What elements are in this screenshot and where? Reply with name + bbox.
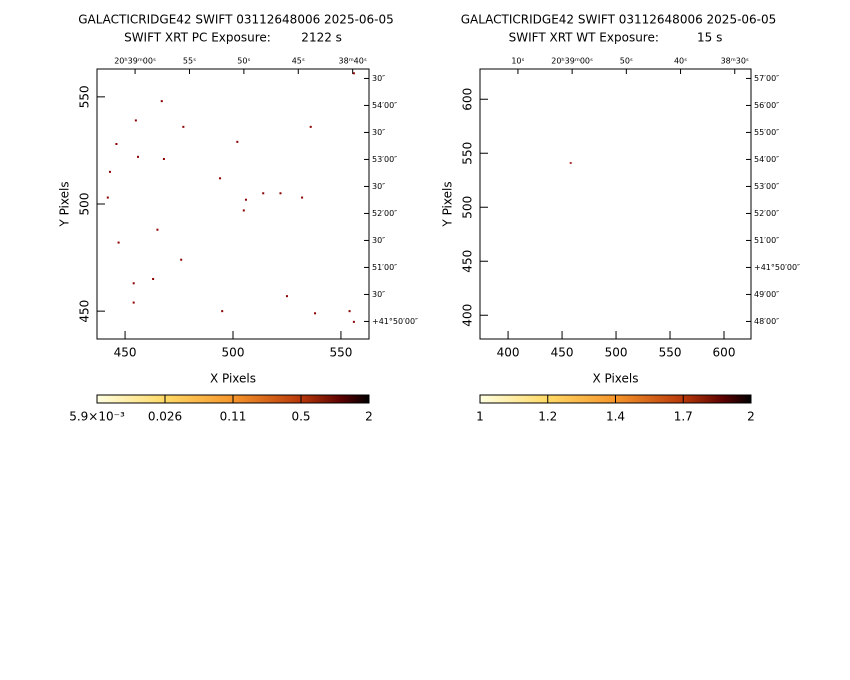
dec-label: 30″ xyxy=(372,236,385,245)
source-pixel xyxy=(152,278,155,280)
source-pixel xyxy=(285,295,288,298)
plot-title: GALACTICRIDGE42 SWIFT 03112648006 2025-0… xyxy=(461,13,777,27)
y-axis-label: Y Pixels xyxy=(441,181,455,227)
colorbar-label: 1.2 xyxy=(538,410,557,424)
plot-subtitle: SWIFT XRT WT Exposure: 15 s xyxy=(509,31,723,45)
y-tick-label: 450 xyxy=(461,250,475,273)
dec-label: 30″ xyxy=(372,74,385,83)
y-tick-label: 550 xyxy=(78,85,92,108)
source-pixel xyxy=(242,209,245,212)
x-axis-label: X Pixels xyxy=(210,372,256,386)
x-tick-label: 500 xyxy=(222,346,245,360)
ra-label: 55ˢ xyxy=(183,57,196,66)
y-tick-label: 450 xyxy=(78,300,92,323)
colorbar-label: 1 xyxy=(476,410,484,424)
dec-label: +41°50′00″ xyxy=(754,263,800,272)
source-pixel xyxy=(262,192,265,195)
source-pixel xyxy=(132,301,135,304)
source-pixel xyxy=(244,198,247,201)
source-pixel xyxy=(352,320,355,323)
y-tick-label: 400 xyxy=(461,304,475,327)
source-pixel xyxy=(301,196,304,199)
y-tick-label: 600 xyxy=(461,88,475,111)
y-tick-label: 500 xyxy=(78,193,92,216)
dec-label: +41°50′00″ xyxy=(372,317,418,326)
colorbar-label: 0.5 xyxy=(291,410,310,424)
source-pixel xyxy=(117,241,120,244)
x-tick-label: 600 xyxy=(713,346,736,360)
source-pixel xyxy=(569,161,572,164)
source-pixel xyxy=(137,155,140,158)
dec-label: 48′00″ xyxy=(754,317,779,326)
source-pixel xyxy=(279,192,282,195)
dec-label: 56′00″ xyxy=(754,101,779,110)
dec-label: 51′00″ xyxy=(372,263,397,272)
source-pixel xyxy=(180,258,183,261)
dec-label: 55′00″ xyxy=(754,128,779,137)
source-pixel xyxy=(348,310,351,313)
x-tick-label: 500 xyxy=(605,346,628,360)
dec-label: 57′00″ xyxy=(754,74,779,83)
source-pixel xyxy=(236,140,239,143)
y-tick-label: 500 xyxy=(461,196,475,219)
colorbar-label: 1.7 xyxy=(674,410,693,424)
dec-label: 52′00″ xyxy=(372,209,397,218)
x-axis-label: X Pixels xyxy=(592,372,638,386)
ra-label: 50ˢ xyxy=(237,57,250,66)
x-tick-label: 550 xyxy=(329,346,352,360)
source-pixel xyxy=(162,158,165,160)
source-pixel xyxy=(108,170,111,173)
colorbar-label: 0.026 xyxy=(148,410,182,424)
ra-label: 20ʰ39ᵐ00ˢ xyxy=(114,57,156,66)
ra-label: 50ˢ xyxy=(620,57,633,66)
colorbar-label: 0.11 xyxy=(220,410,247,424)
colorbar-label: 5.9×10⁻³ xyxy=(69,410,125,424)
source-pixel xyxy=(219,177,222,180)
dec-label: 54′00″ xyxy=(372,101,397,110)
plot-title: GALACTICRIDGE42 SWIFT 03112648006 2025-0… xyxy=(78,13,394,27)
source-pixel xyxy=(160,100,163,103)
source-pixel xyxy=(221,310,224,313)
x-tick-label: 450 xyxy=(114,346,137,360)
x-tick-label: 400 xyxy=(497,346,520,360)
colorbar-label: 2 xyxy=(365,410,373,424)
plot-subtitle: SWIFT XRT PC Exposure: 2122 s xyxy=(124,31,342,45)
ra-label: 45ˢ xyxy=(292,57,305,66)
source-pixel xyxy=(134,119,137,122)
plot-frame xyxy=(96,68,370,340)
colorbar-label: 2 xyxy=(747,410,755,424)
dec-label: 30″ xyxy=(372,128,385,137)
source-pixel xyxy=(106,196,109,199)
dec-label: 30″ xyxy=(372,182,385,191)
ra-label: 38ᵐ40ˢ xyxy=(339,57,367,66)
x-tick-label: 450 xyxy=(551,346,574,360)
colorbar-label: 1.4 xyxy=(606,410,625,424)
source-pixel xyxy=(156,228,159,231)
x-tick-label: 550 xyxy=(659,346,682,360)
plot-frame xyxy=(479,68,752,340)
y-axis-label: Y Pixels xyxy=(58,181,72,227)
ra-label: 10ˢ xyxy=(511,57,524,66)
source-pixel xyxy=(132,282,135,285)
ra-label: 40ˢ xyxy=(674,57,687,66)
y-tick-label: 550 xyxy=(461,142,475,165)
dec-label: 51′00″ xyxy=(754,236,779,245)
source-pixel xyxy=(314,312,317,315)
dec-label: 53′00″ xyxy=(754,182,779,191)
ra-label: 20ʰ39ᵐ00ˢ xyxy=(551,57,593,66)
source-pixel xyxy=(182,125,185,128)
dec-label: 54′00″ xyxy=(754,155,779,164)
ra-label: 38ᵐ30ˢ xyxy=(721,57,749,66)
dec-label: 52′00″ xyxy=(754,209,779,218)
source-pixel xyxy=(309,125,312,128)
source-pixel xyxy=(352,72,355,75)
dec-label: 30″ xyxy=(372,290,385,299)
dec-label: 49′00″ xyxy=(754,290,779,299)
source-pixel xyxy=(115,143,118,145)
dec-label: 53′00″ xyxy=(372,155,397,164)
